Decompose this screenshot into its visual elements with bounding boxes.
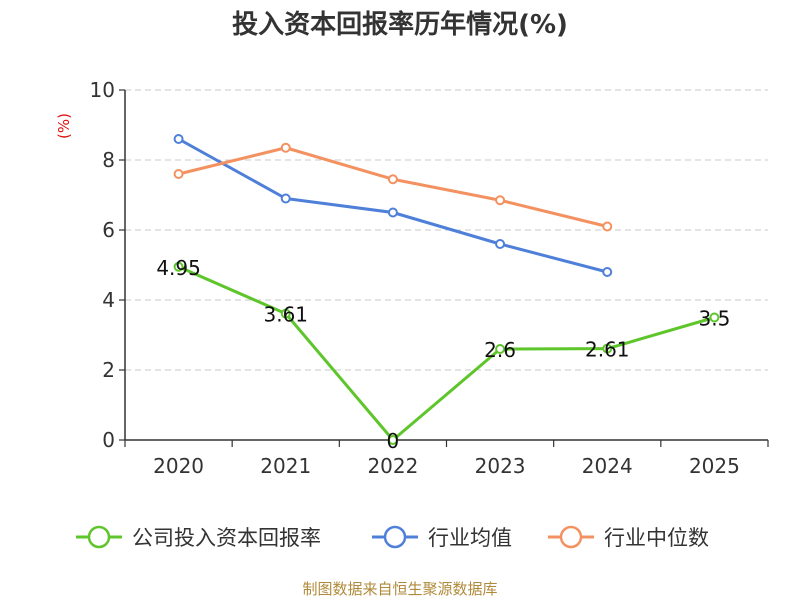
legend-marker <box>87 525 111 549</box>
grid-lines <box>125 89 768 371</box>
y-tick-label: 0 <box>102 428 115 452</box>
data-point <box>173 169 184 179</box>
data-point <box>387 174 398 185</box>
data-point <box>495 195 506 206</box>
data-point <box>280 193 291 204</box>
y-tick-label: 8 <box>102 148 115 172</box>
legend-label: 公司投入资本回报率 <box>132 526 321 550</box>
legend-label: 行业中位数 <box>604 526 709 550</box>
data-point <box>387 207 398 218</box>
x-tick-label: 2023 <box>475 454 526 478</box>
x-tick-label: 2024 <box>582 454 633 478</box>
series-layer <box>173 134 720 445</box>
x-tick-label: 2020 <box>153 454 204 478</box>
legend-label: 行业均值 <box>428 526 512 550</box>
y-tick-label: 4 <box>102 288 115 312</box>
x-tick-label: 2025 <box>689 454 740 478</box>
source-note: 制图数据来自恒生聚源数据库 <box>302 580 497 598</box>
data-label: 2.6 <box>484 338 516 362</box>
legend-marker <box>559 525 583 549</box>
data-point <box>602 267 613 277</box>
x-tick-label: 2021 <box>260 454 311 478</box>
data-point <box>709 312 720 323</box>
series-line-0 <box>177 265 715 442</box>
axes: 0 2 4 6 8 10 2020 2021 2022 2023 2024 2025 <box>90 78 769 478</box>
data-point <box>280 308 291 319</box>
data-label: 3.61 <box>263 303 308 327</box>
data-label: 2.61 <box>585 338 630 362</box>
data-point <box>173 261 184 272</box>
chart-title: 投入资本回报率历年情况(%) <box>232 9 568 40</box>
y-tick-label: 10 <box>90 78 115 102</box>
data-point <box>173 134 184 144</box>
data-label: 0 <box>387 429 400 453</box>
data-labels: 4.95 3.61 0 2.6 2.61 3.5 <box>156 256 730 453</box>
data-label: 4.95 <box>156 256 201 280</box>
data-point <box>602 343 613 354</box>
y-unit-label: (%) <box>55 113 73 139</box>
data-point <box>387 435 398 445</box>
y-tick-label: 2 <box>102 358 115 382</box>
data-point <box>495 239 506 249</box>
data-point <box>602 221 613 232</box>
data-label: 3.5 <box>699 307 731 331</box>
y-tick-label: 6 <box>102 218 115 242</box>
data-point <box>280 142 291 153</box>
legend: 公司投入资本回报率 行业均值 行业中位数 <box>76 525 709 550</box>
data-point <box>495 344 506 354</box>
legend-marker <box>383 525 407 549</box>
x-tick-label: 2022 <box>367 454 418 478</box>
